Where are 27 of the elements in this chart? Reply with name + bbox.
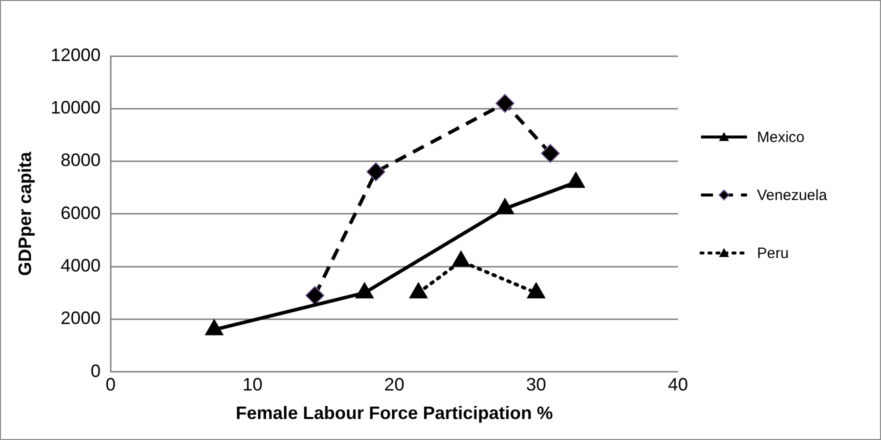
- x-tick-label: 0: [106, 374, 116, 395]
- x-axis-title: Female Labour Force Participation %: [236, 403, 553, 424]
- point: [205, 319, 224, 336]
- x-tick-label: 40: [668, 374, 688, 395]
- point: [526, 282, 546, 298]
- legend-label: Peru: [757, 244, 789, 262]
- y-tick-label: 6000: [60, 202, 101, 223]
- x-tick-label: 10: [242, 374, 263, 395]
- y-tick-label: 0: [90, 360, 101, 381]
- legend-label: Venezuela: [757, 186, 828, 204]
- point: [495, 94, 514, 113]
- point: [566, 172, 586, 188]
- y-tick-label: 8000: [60, 150, 101, 170]
- x-tick-label: 30: [526, 374, 546, 395]
- legend-label: Mexico: [757, 128, 805, 146]
- point: [355, 282, 374, 298]
- point: [496, 198, 514, 214]
- y-tick-label: 2000: [60, 308, 101, 328]
- y-tick-label: 12000: [50, 44, 101, 65]
- point: [366, 162, 386, 182]
- y-axis-title: GDPper capita: [14, 150, 35, 276]
- point: [452, 250, 470, 267]
- point: [409, 282, 428, 298]
- point: [540, 144, 560, 163]
- x-tick-label: 20: [384, 374, 404, 395]
- y-tick-label: 4000: [60, 256, 101, 276]
- y-tick-label: 10000: [50, 98, 101, 118]
